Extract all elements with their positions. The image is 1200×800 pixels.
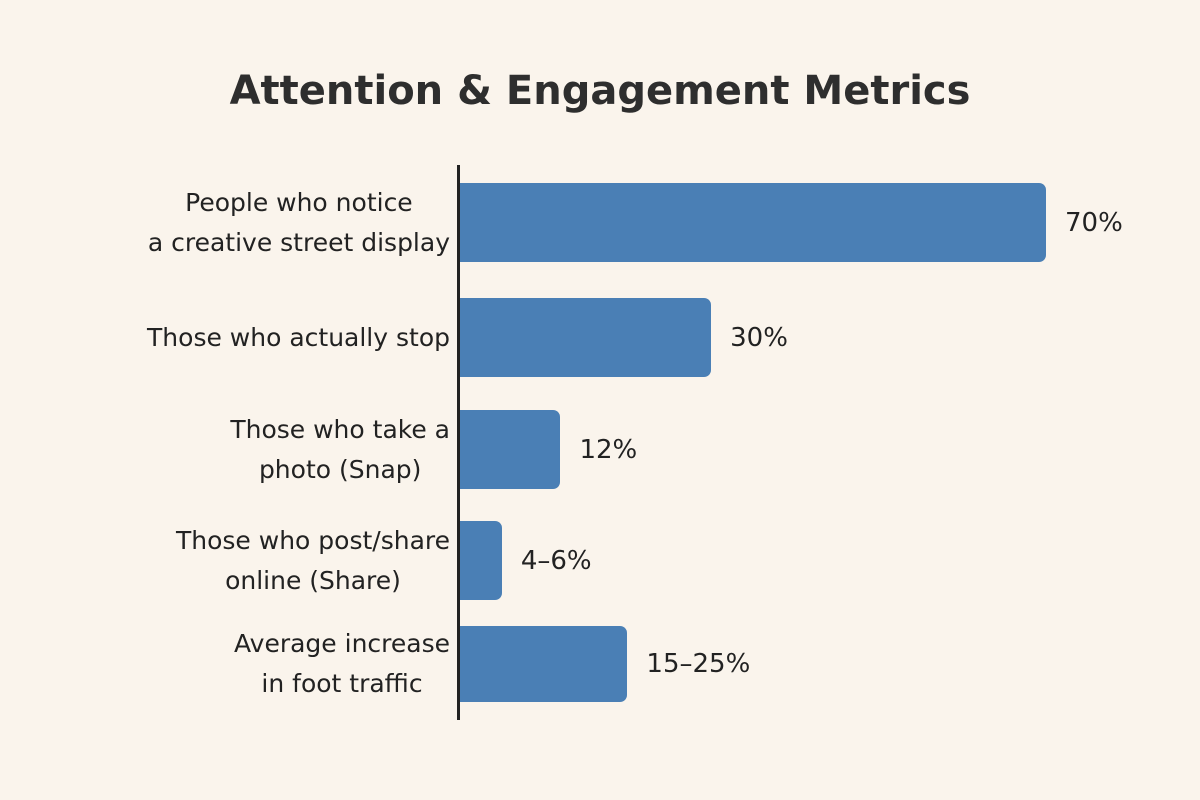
category-label: Those who take a photo (Snap) [230, 414, 450, 484]
bar [460, 626, 628, 702]
category-label: Those who post/share online (Share) [175, 525, 450, 595]
value-label: 15–25% [646, 649, 751, 679]
bar [460, 298, 712, 377]
bar [460, 410, 561, 489]
chart-title: Attention & Engagement Metrics [229, 68, 971, 114]
category-label: Those who actually stop [147, 322, 450, 352]
y-axis-line [457, 165, 460, 720]
value-label: 4–6% [520, 545, 592, 576]
bar [460, 521, 502, 600]
category-label: Average increase in foot traffic [234, 629, 450, 698]
value-label: 12% [579, 434, 638, 465]
value-label: 30% [730, 322, 788, 353]
category-label: People who notice a creative street displ… [147, 187, 450, 257]
bar [460, 183, 1046, 262]
value-label: 70% [1065, 207, 1123, 238]
